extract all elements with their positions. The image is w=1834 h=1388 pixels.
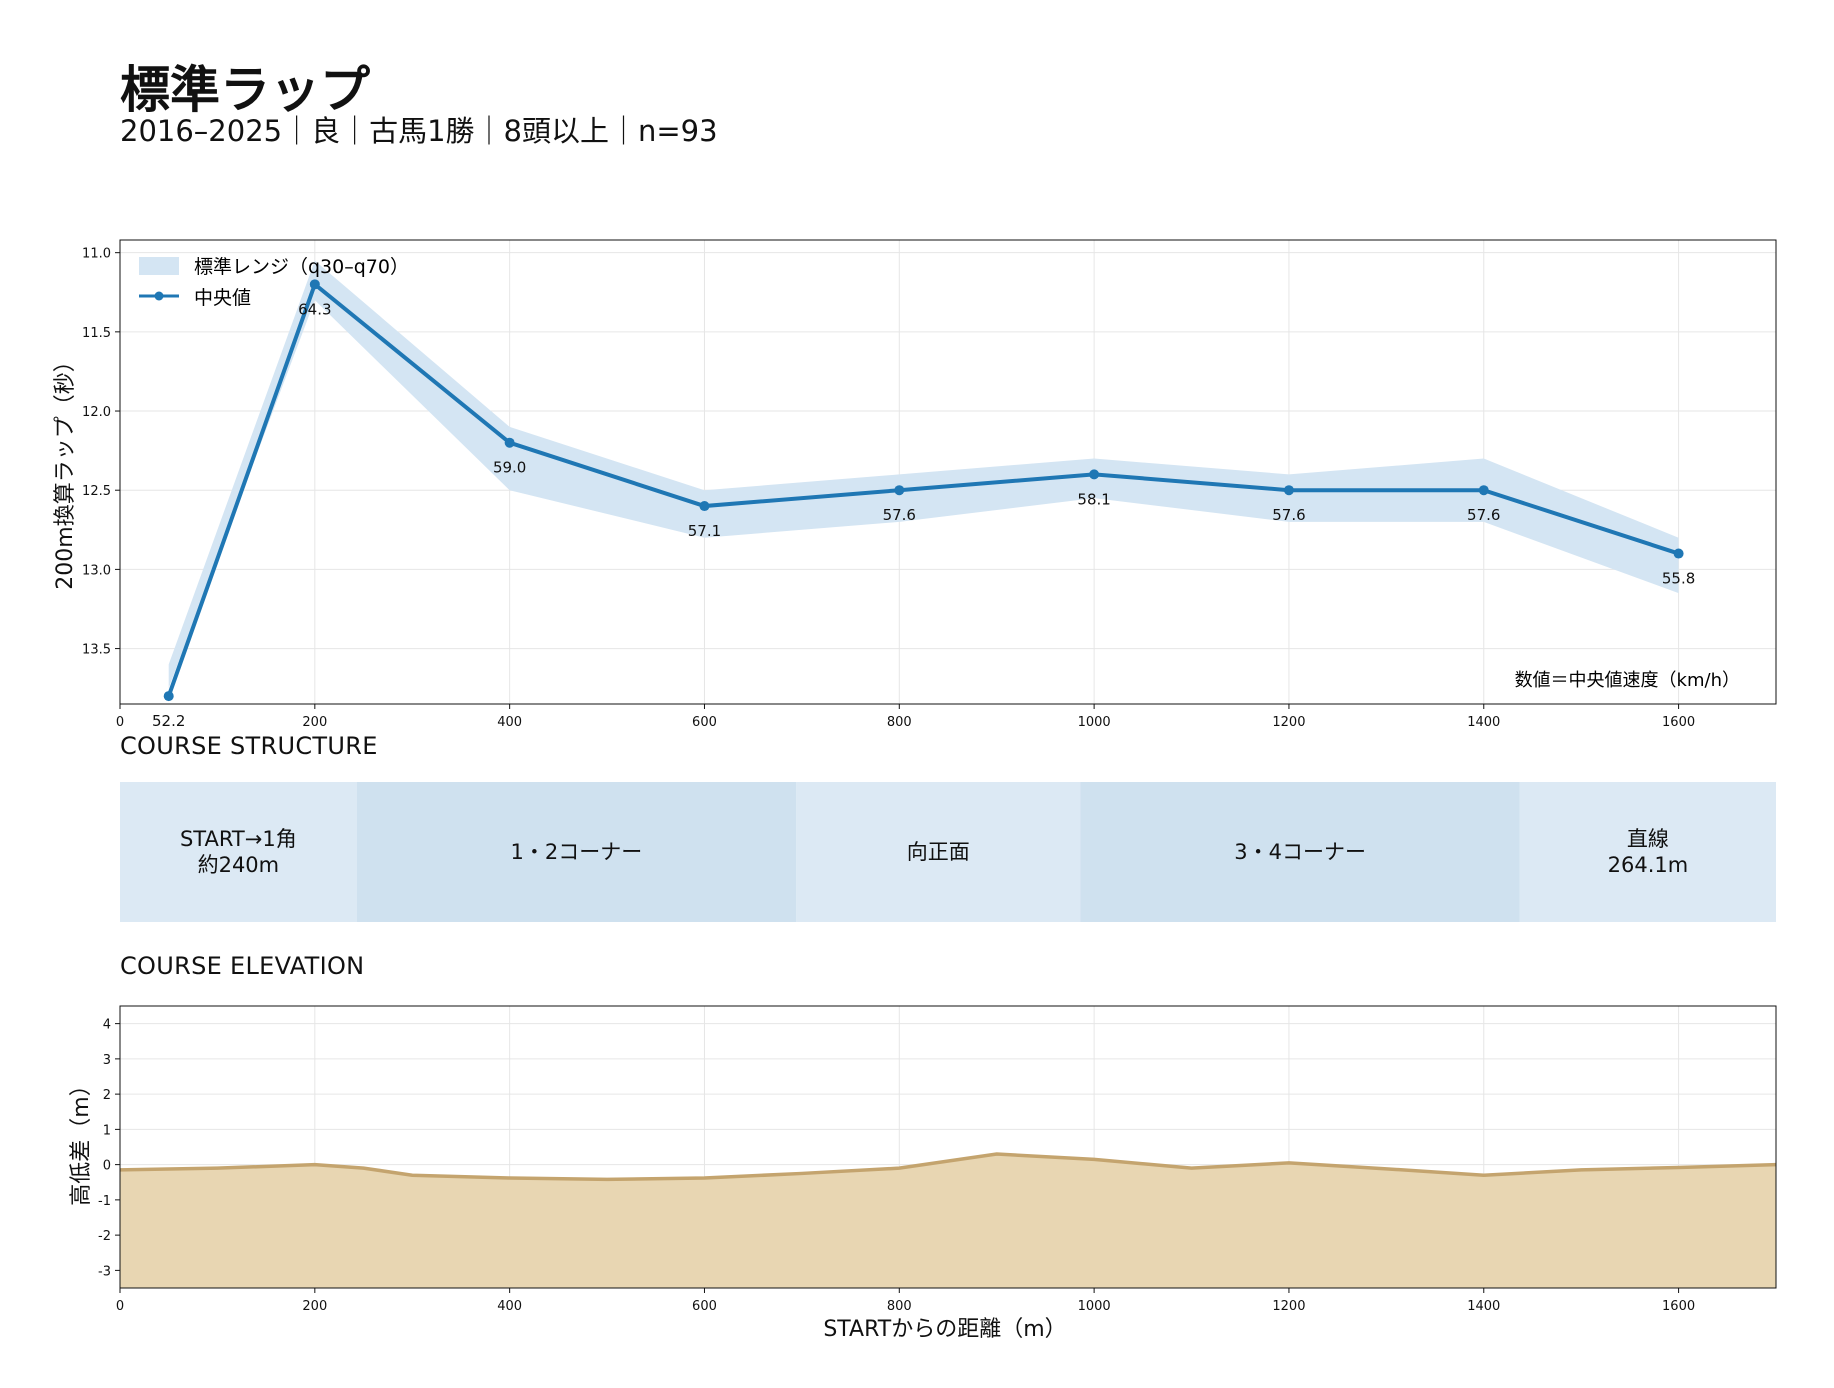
elev-y-tick-label-4: 0 xyxy=(103,1159,111,1174)
lap-x-tick-label-4: 800 xyxy=(887,715,912,730)
elev-y-tick-label-7: -3 xyxy=(98,1264,111,1279)
median-point-4 xyxy=(894,485,905,496)
lap-x-ticks: 0 200 400 600 800 1000 1200 1400 1600 xyxy=(116,704,1695,730)
elev-y-tick-label-0: 4 xyxy=(103,1018,111,1033)
elev-x-tick-label-2: 400 xyxy=(497,1299,522,1314)
speed-label-0: 52.2 xyxy=(152,712,185,730)
legend-band-swatch xyxy=(139,257,179,275)
lap-y-tick-label-2: 12.0 xyxy=(82,405,111,420)
lap-x-tick-label-2: 400 xyxy=(497,715,522,730)
legend-line-label: 中央値 xyxy=(194,287,251,309)
elev-x-tick-label-3: 600 xyxy=(692,1299,717,1314)
lap-legend: 標準レンジ（q30–q70） 中央値 xyxy=(139,256,409,309)
lap-x-tick-label-0: 0 xyxy=(116,715,124,730)
structure-segment-1-label-0: 1・2コーナー xyxy=(511,840,643,864)
speed-label-5: 58.1 xyxy=(1077,490,1110,508)
lap-x-tick-label-6: 1200 xyxy=(1272,715,1305,730)
lap-x-tick-label-8: 1600 xyxy=(1662,715,1695,730)
lap-x-tick-label-1: 200 xyxy=(302,715,327,730)
speed-label-1: 64.3 xyxy=(298,300,331,318)
median-point-7 xyxy=(1478,485,1489,496)
speed-note: 数値＝中央値速度（km/h） xyxy=(1515,670,1740,691)
structure-segment-4-label-0: 直線 xyxy=(1627,827,1669,851)
median-point-6 xyxy=(1283,485,1294,496)
speed-label-7: 57.6 xyxy=(1467,506,1500,524)
structure-segment-2-label-0: 向正面 xyxy=(907,840,970,864)
elev-x-tick-label-8: 1600 xyxy=(1662,1299,1695,1314)
structure-segment-2 xyxy=(796,782,1081,922)
elev-y-tick-label-5: -1 xyxy=(98,1194,111,1209)
elev-y-tick-label-3: 1 xyxy=(103,1123,111,1138)
page-title: 標準ラップ xyxy=(120,61,370,119)
median-point-2 xyxy=(504,437,515,448)
structure-segment-0-label-1: 約240m xyxy=(198,853,280,877)
elev-x-tick-label-1: 200 xyxy=(302,1299,327,1314)
elevation-x-axis-label: STARTからの距離（m） xyxy=(823,1317,1066,1342)
standard-range-band xyxy=(168,260,1679,689)
elevation-y-ticks: 4 3 2 1 0 -1 -2 -3 xyxy=(98,1018,120,1279)
elevation-frame xyxy=(119,1005,1777,1289)
structure-segment-1 xyxy=(356,782,797,922)
lap-y-tick-label-4: 13.0 xyxy=(82,563,111,578)
legend-band-label: 標準レンジ（q30–q70） xyxy=(194,256,409,278)
elevation-line xyxy=(119,1152,1777,1182)
structure-segment-0-label-0: START→1角 xyxy=(180,827,297,851)
course-structure-label: COURSE STRUCTURE xyxy=(120,732,378,760)
speed-labels: 52.2 64.3 59.0 57.1 57.6 58.1 57.6 57.6 55.8 xyxy=(152,300,1695,730)
speed-label-3: 57.1 xyxy=(688,522,721,540)
elev-x-tick-label-0: 0 xyxy=(116,1299,124,1314)
lap-y-tick-label-0: 11.0 xyxy=(82,247,111,262)
structure-segment-3 xyxy=(1080,782,1520,922)
elev-y-tick-label-1: 3 xyxy=(103,1053,111,1068)
lap-y-tick-label-1: 11.5 xyxy=(82,326,111,341)
elev-x-tick-label-5: 1000 xyxy=(1078,1299,1111,1314)
lap-x-tick-label-5: 1000 xyxy=(1078,715,1111,730)
elev-y-tick-label-2: 2 xyxy=(103,1088,111,1103)
elevation-y-axis-label: 高低差（m） xyxy=(69,1074,94,1205)
structure-segment-0 xyxy=(120,782,357,922)
median-point-1 xyxy=(309,279,320,290)
elevation-x-ticks: 0 200 400 600 800 1000 1200 1400 1600 xyxy=(116,1288,1695,1314)
speed-label-8: 55.8 xyxy=(1662,570,1695,588)
speed-label-2: 59.0 xyxy=(493,459,526,477)
median-points xyxy=(163,279,1684,702)
lap-x-tick-label-3: 600 xyxy=(692,715,717,730)
speed-label-4: 57.6 xyxy=(883,506,916,524)
legend-marker-swatch xyxy=(154,291,164,301)
course-elevation-label: COURSE ELEVATION xyxy=(120,952,365,980)
lap-chart-frame xyxy=(119,239,1777,705)
elev-x-tick-label-7: 1400 xyxy=(1467,1299,1500,1314)
lap-y-tick-label-5: 13.5 xyxy=(82,643,111,658)
speed-label-6: 57.6 xyxy=(1272,506,1305,524)
elevation-area xyxy=(120,1154,1776,1288)
elev-y-tick-label-6: -2 xyxy=(98,1229,111,1244)
median-point-0 xyxy=(163,691,174,702)
lap-x-tick-label-7: 1400 xyxy=(1467,715,1500,730)
lap-y-axis-label: 200m換算ラップ（秒） xyxy=(53,350,78,589)
subtitle: 2016–2025｜良｜古馬1勝｜8頭以上｜n=93 xyxy=(120,114,718,148)
structure-segment-4-label-1: 264.1m xyxy=(1608,853,1689,877)
median-point-3 xyxy=(699,501,710,512)
lap-y-ticks: 11.0 11.5 12.0 12.5 13.0 13.5 xyxy=(82,247,120,658)
structure-segment-3-label-0: 3・4コーナー xyxy=(1234,840,1366,864)
structure-segment-4 xyxy=(1519,782,1776,922)
elev-x-tick-label-4: 800 xyxy=(887,1299,912,1314)
elev-x-tick-label-6: 1200 xyxy=(1272,1299,1305,1314)
lap-y-tick-label-3: 12.5 xyxy=(82,484,111,499)
lap-chart: 52.2 64.3 59.0 57.1 57.6 58.1 57.6 57.6 55.8 0 20… xyxy=(53,239,1777,730)
elevation-chart: 0 200 400 600 800 1000 1200 1400 1600 4 3 2 1 0 -1 -2 -… xyxy=(69,1005,1777,1342)
median-point-5 xyxy=(1089,469,1100,480)
median-point-8 xyxy=(1673,548,1684,559)
